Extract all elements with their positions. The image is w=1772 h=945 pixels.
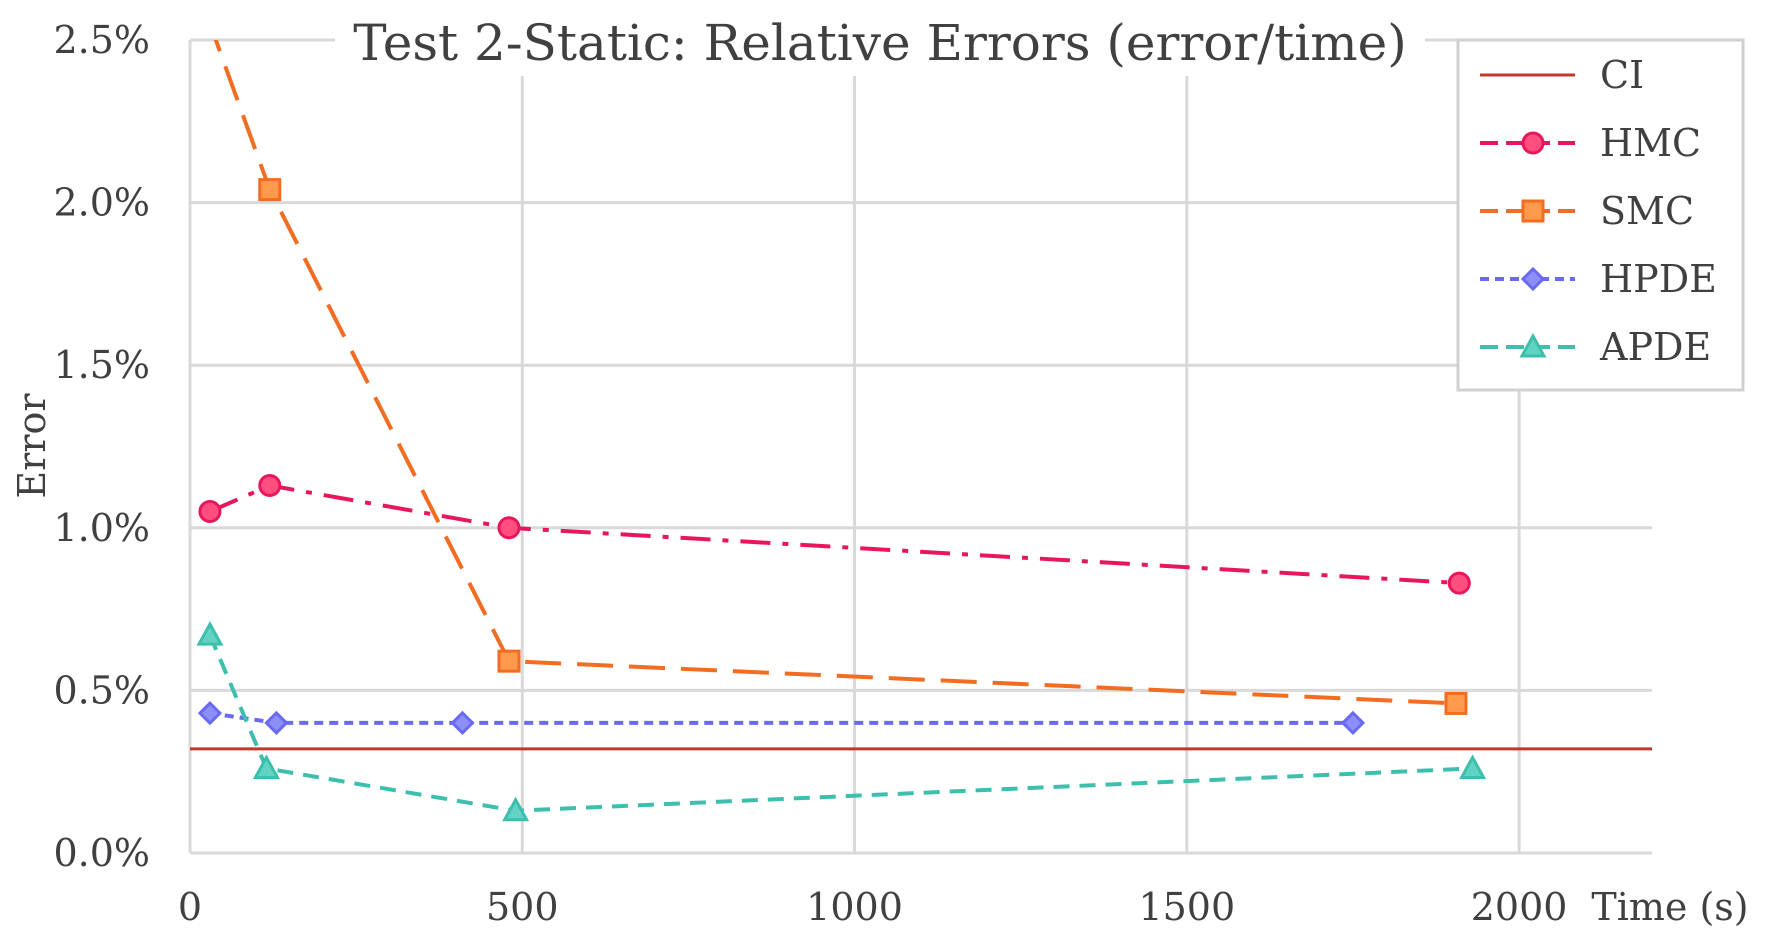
y-tick-label: 2.0% — [53, 181, 150, 225]
chart-title: Test 2-Static: Relative Errors (error/ti… — [353, 14, 1406, 72]
legend-marker-apde — [1519, 332, 1547, 358]
series-line-hpde — [209, 711, 1353, 725]
legend-label-hmc: HMC — [1600, 121, 1701, 165]
series-markers — [196, 178, 1487, 822]
data-point-hpde — [197, 701, 223, 726]
x-tick-label: 1000 — [806, 885, 903, 929]
data-point-smc — [1444, 691, 1468, 715]
data-point-apde — [252, 754, 280, 779]
legend-marker-hpde — [1520, 266, 1546, 292]
data-point-hpde — [264, 710, 289, 736]
data-point-hmc — [497, 516, 521, 540]
legend: CI HMC SMC HPDE APDE — [1456, 38, 1745, 392]
legend-label-ci: CI — [1600, 53, 1644, 97]
y-tick-label: 1.0% — [53, 506, 150, 550]
data-point-hmc — [1447, 571, 1471, 595]
data-point-smc — [258, 178, 282, 202]
data-point-hpde — [450, 710, 475, 736]
legend-marker-smc — [1521, 199, 1545, 223]
series-lines — [190, 40, 1652, 813]
series-line-smc — [213, 40, 1457, 706]
data-point-apde — [196, 621, 224, 646]
grid — [188, 38, 1652, 855]
x-axis-ticks: 0 500 1000 1500 2000 — [178, 885, 1568, 929]
title-background — [335, 6, 1425, 76]
data-point-hmc — [198, 500, 222, 524]
data-point-smc — [497, 649, 521, 673]
legend-label-smc: SMC — [1600, 189, 1694, 233]
legend-box — [1456, 38, 1745, 392]
y-axis-title: Error — [10, 393, 54, 499]
y-tick-label: 0.0% — [53, 831, 150, 875]
legend-label-hpde: HPDE — [1600, 257, 1717, 301]
data-point-hmc — [258, 474, 282, 498]
x-tick-label: 1500 — [1138, 885, 1235, 929]
data-point-hpde — [1340, 710, 1366, 736]
legend-label-apde: APDE — [1599, 325, 1711, 369]
x-tick-label: 500 — [486, 885, 559, 929]
y-tick-label: 0.5% — [53, 668, 150, 712]
x-tick-label: 0 — [178, 885, 202, 929]
x-axis-title: Time (s) — [1591, 885, 1748, 929]
y-tick-label: 2.5% — [53, 18, 150, 62]
legend-marker-hmc — [1521, 131, 1545, 155]
y-axis-ticks: 0.0% 0.5% 1.0% 1.5% 2.0% 2.5% — [53, 18, 150, 875]
data-point-apde — [502, 796, 530, 822]
y-tick-label: 1.5% — [53, 343, 150, 387]
series-line-hmc — [209, 483, 1460, 586]
series-line-apde — [208, 634, 1473, 813]
x-tick-label: 2000 — [1471, 885, 1568, 929]
data-point-apde — [1459, 754, 1487, 779]
